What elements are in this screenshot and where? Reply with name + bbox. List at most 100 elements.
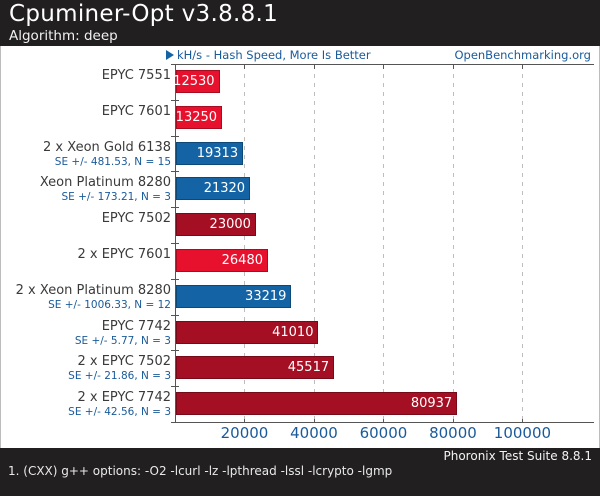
result-bar: 41010	[176, 320, 319, 344]
y-axis-tick-mark	[171, 136, 179, 137]
page-subtitle: Algorithm: deep	[9, 28, 118, 44]
result-bar: 21320	[176, 177, 251, 201]
table-row: 2 x EPYC 7502 SE +/- 21.86, N = 3 45517	[1, 350, 600, 386]
table-row: EPYC 7502 23000	[1, 207, 600, 243]
row-label: 2 x EPYC 7601	[77, 247, 171, 262]
bar-value-label: 21320	[203, 181, 246, 197]
x-axis-line	[175, 422, 594, 423]
row-standard-error: SE +/- 5.77, N = 3	[74, 334, 171, 347]
table-row: EPYC 7551 12530	[1, 64, 600, 100]
table-row: Xeon Platinum 8280 SE +/- 173.21, N = 3 21…	[1, 171, 600, 207]
row-label: Xeon Platinum 8280	[39, 175, 171, 191]
row-label-block: 2 x Xeon Platinum 8280 SE +/- 1006.33, N …	[1, 282, 171, 311]
x-tick-label: 80000	[429, 424, 477, 442]
row-label-block: 2 x Xeon Gold 6138 SE +/- 481.53, N = 15	[1, 139, 171, 168]
x-axis-tick-mark	[383, 65, 385, 69]
row-label-block: EPYC 7502	[1, 212, 171, 226]
compiler-options-note: 1. (CXX) g++ options: -O2 -lcurl -lz -lp…	[8, 464, 393, 478]
row-label-block: 2 x EPYC 7502 SE +/- 21.86, N = 3	[1, 354, 171, 383]
gridline	[522, 65, 524, 421]
gridline	[313, 65, 315, 421]
row-label: 2 x EPYC 7742	[77, 390, 171, 406]
y-axis-tick-mark	[171, 171, 179, 172]
bar-value-label: 19313	[196, 145, 239, 161]
y-axis-tick-mark	[171, 64, 179, 65]
row-label: EPYC 7601	[101, 103, 171, 119]
row-label: 2 x EPYC 7502	[77, 354, 171, 370]
result-bar: 33219	[176, 284, 292, 308]
x-axis-tick-mark	[383, 419, 385, 423]
row-label: EPYC 7551	[101, 68, 171, 83]
bar-value-label: 12530	[173, 74, 215, 89]
row-label-block: EPYC 7601	[1, 103, 171, 119]
watermark-row: kH/s - Hash Speed, More Is Better OpenBe…	[1, 48, 599, 62]
result-bar: 13250	[175, 105, 223, 129]
row-standard-error: SE +/- 21.86, N = 3	[68, 370, 171, 383]
bar-value-label: 13250	[175, 109, 218, 125]
result-bar: 12530	[173, 70, 220, 93]
y-axis-tick-mark	[171, 386, 179, 387]
row-label-block: 2 x EPYC 7742 SE +/- 42.56, N = 3	[1, 390, 171, 419]
result-bar: 80937	[176, 392, 458, 416]
bar-chart-plot: EPYC 7551 12530 EPYC 7601 13250 2 x Xeon Gol…	[1, 64, 600, 423]
row-label-block: 2 x EPYC 7601	[1, 248, 171, 262]
row-label-block: Xeon Platinum 8280 SE +/- 173.21, N = 3	[1, 175, 171, 204]
table-row: EPYC 7742 SE +/- 5.77, N = 3 41010	[1, 315, 600, 351]
chart-footer: Phoronix Test Suite 8.8.1 1. (CXX) g++ o…	[0, 448, 600, 496]
table-row: 2 x EPYC 7601 26480	[1, 243, 600, 279]
x-tick-label: 60000	[359, 424, 408, 442]
y-axis-tick-mark	[171, 279, 179, 280]
bar-value-label: 41010	[272, 324, 314, 340]
page-title: Cpuminer-Opt v3.8.8.1	[9, 1, 279, 27]
y-axis-tick-mark	[171, 243, 179, 244]
gridline	[452, 65, 454, 421]
phoronix-suite-version: Phoronix Test Suite 8.8.1	[443, 449, 593, 463]
x-axis-tick-mark	[244, 419, 246, 423]
row-label-block: EPYC 7742 SE +/- 5.77, N = 3	[1, 318, 171, 347]
value-axis-note-label: kH/s - Hash Speed, More Is Better	[177, 48, 371, 62]
x-axis-tick-mark	[244, 65, 246, 69]
x-axis-tick-mark	[452, 65, 454, 69]
bar-value-label: 26480	[221, 253, 263, 268]
x-axis-tick-mark	[522, 65, 524, 69]
gridline	[244, 65, 246, 421]
result-bar: 19313	[176, 141, 244, 165]
x-axis-tick-mark	[522, 419, 524, 423]
y-axis-tick-mark	[171, 350, 179, 351]
openbenchmarking-link[interactable]: OpenBenchmarking.org	[454, 48, 591, 62]
row-standard-error: SE +/- 42.56, N = 3	[68, 406, 171, 419]
x-tick-label: 20000	[220, 424, 269, 442]
plot-top-border	[175, 64, 594, 65]
value-axis-note: kH/s - Hash Speed, More Is Better	[166, 48, 371, 62]
y-axis-tick-mark	[171, 100, 179, 101]
chart-panel: kH/s - Hash Speed, More Is Better OpenBe…	[0, 46, 600, 448]
bar-value-label: 45517	[287, 360, 330, 376]
gridline	[383, 65, 385, 421]
row-standard-error: SE +/- 173.21, N = 3	[61, 191, 171, 204]
bar-value-label: 23000	[209, 217, 251, 233]
x-tick-label: 40000	[290, 424, 338, 442]
table-row: 2 x EPYC 7742 SE +/- 42.56, N = 3 80937	[1, 386, 600, 422]
row-label: EPYC 7502	[101, 211, 171, 227]
row-standard-error: SE +/- 1006.33, N = 12	[48, 298, 171, 311]
row-label: 2 x Xeon Gold 6138	[43, 139, 171, 155]
table-row: 2 x Xeon Platinum 8280 SE +/- 1006.33, N …	[1, 279, 600, 315]
y-axis-tick-mark	[171, 315, 179, 316]
arrow-right-icon	[166, 50, 174, 60]
bar-value-label: 80937	[410, 396, 453, 412]
result-bar: 23000	[176, 213, 256, 237]
x-axis-tick-mark	[313, 65, 315, 69]
row-label-block: EPYC 7551	[1, 69, 171, 83]
x-axis-tick-mark	[452, 419, 454, 423]
x-axis-tick-mark	[313, 419, 315, 423]
row-standard-error: SE +/- 481.53, N = 15	[54, 155, 171, 168]
result-bar: 45517	[176, 356, 335, 380]
row-label: EPYC 7742	[101, 318, 171, 334]
table-row: 2 x Xeon Gold 6138 SE +/- 481.53, N = 15 1…	[1, 136, 600, 172]
table-row: EPYC 7601 13250	[1, 100, 600, 136]
row-label: 2 x Xeon Platinum 8280	[15, 282, 171, 298]
y-axis-tick-mark	[171, 422, 179, 423]
result-bar: 26480	[176, 249, 268, 272]
bar-value-label: 33219	[245, 288, 287, 304]
